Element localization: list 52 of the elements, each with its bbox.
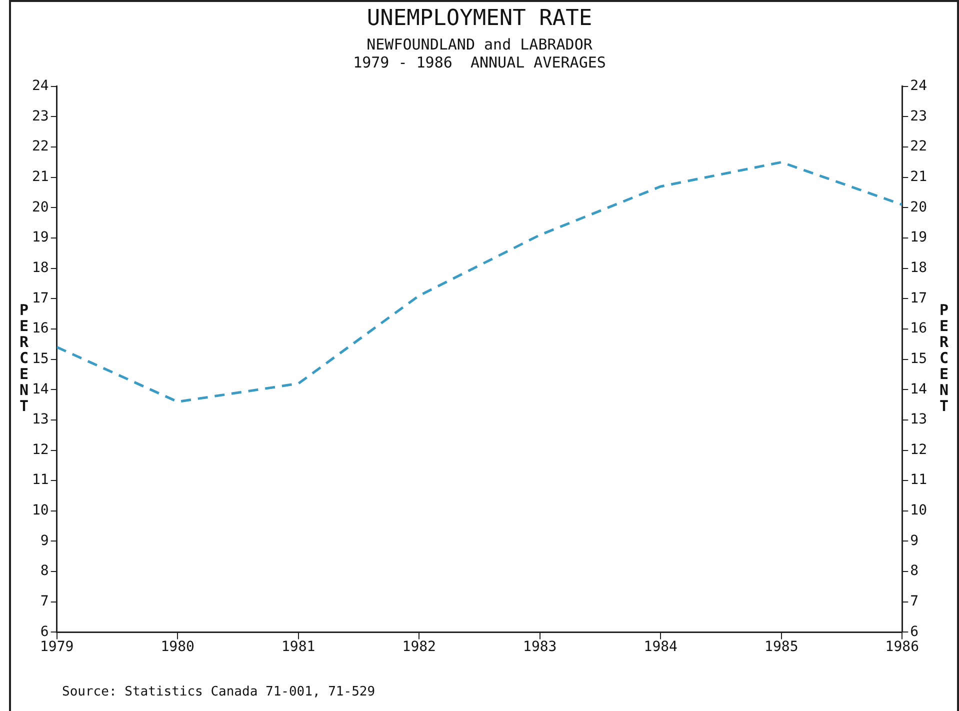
y2-tick-label: 13: [910, 412, 927, 428]
x-tick-label: 1980: [160, 639, 194, 656]
y2-tick-label: 11: [910, 472, 927, 488]
x-tick-label: 1982: [402, 639, 436, 656]
x-tick-label: 1983: [523, 639, 557, 656]
x-tick-label: 1986: [885, 639, 919, 656]
y2-tick-label: 18: [910, 260, 927, 276]
y-tick-label: 15: [32, 350, 49, 367]
y-tick-label: 24: [32, 78, 49, 94]
y2-tick-label: 15: [910, 350, 927, 367]
y2-tick-label: 9: [910, 532, 919, 549]
y2-tick-label: 21: [910, 169, 927, 186]
y2-tick-label: 6: [910, 624, 919, 640]
y-tick-label: 18: [32, 260, 49, 276]
x-tick-label: 1984: [644, 639, 678, 656]
y-tick-label: 21: [32, 169, 49, 186]
y-tick-label: 23: [32, 108, 49, 124]
y-tick-label: 17: [32, 290, 49, 306]
y-tick-label: 13: [32, 412, 49, 428]
y2-tick-label: 16: [910, 320, 927, 337]
y2-tick-label: 14: [910, 381, 927, 398]
y2-tick-label: 24: [910, 78, 927, 94]
y2-tick-label: 12: [910, 442, 927, 458]
y2-tick-label: 19: [910, 230, 927, 246]
line-series: [56, 160, 902, 403]
y2-tick-label: 7: [910, 594, 919, 610]
y2-tick-label: 10: [910, 502, 927, 519]
y-tick-label: 16: [32, 320, 49, 337]
chart-subtitle: NEWFOUNDLAND and LABRADOR 1979 - 1986 ANNUAL AVERAGES: [353, 35, 606, 72]
x-tick-label: 1985: [764, 639, 798, 656]
y-tick-label: 7: [40, 594, 49, 610]
y-tick-label: 11: [32, 472, 49, 488]
y-tick-label: 6: [40, 624, 49, 640]
y-tick-label: 9: [40, 532, 49, 549]
y-tick-label: 8: [40, 563, 49, 580]
x-tick-label: 1979: [40, 639, 74, 656]
y-tick-label: 14: [32, 381, 49, 398]
chart-title: UNEMPLOYMENT RATE: [366, 6, 592, 31]
y-tick-label: 19: [32, 230, 49, 246]
y-axis-title: PERCENT: [19, 301, 30, 416]
source-note: Source: Statistics Canada 71-001, 71-529: [62, 684, 376, 700]
y2-axis-title: PERCENT: [939, 301, 950, 416]
y-tick-label: 10: [32, 502, 49, 519]
y2-tick-label: 20: [910, 199, 927, 216]
y2-tick-label: 22: [910, 138, 927, 155]
y-tick-label: 20: [32, 199, 49, 216]
x-tick-label: 1981: [282, 639, 316, 656]
y2-tick-label: 23: [910, 108, 927, 124]
y-tick-label: 22: [32, 138, 49, 155]
y2-tick-label: 8: [910, 563, 919, 580]
y2-tick-label: 17: [910, 290, 927, 306]
y-tick-label: 12: [32, 442, 49, 458]
